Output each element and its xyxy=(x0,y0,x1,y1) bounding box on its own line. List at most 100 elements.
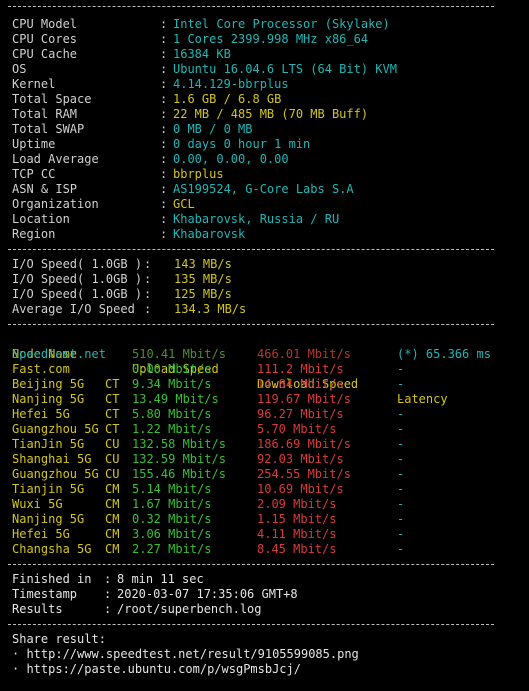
speed-latency: - xyxy=(397,512,405,526)
sysinfo-value: GCL xyxy=(173,197,195,211)
speed-node-name: Fast.com xyxy=(12,362,70,376)
sysinfo-value: bbrplus xyxy=(173,167,224,181)
speed-upload: 0.00 Mbit/s xyxy=(132,362,212,376)
header-download-speed: Download Speed xyxy=(257,377,359,391)
separator xyxy=(8,624,494,625)
sysinfo-key: Region xyxy=(12,227,56,241)
speed-latency: - xyxy=(397,542,405,556)
sysinfo-colon: : xyxy=(160,47,168,61)
sysinfo-colon: : xyxy=(160,212,168,226)
finish-value: 8 min 11 sec xyxy=(117,572,204,586)
sysinfo-key: Total RAM xyxy=(12,107,78,121)
speed-node-name: Hefei 5G xyxy=(12,527,70,541)
speed-isp: CM xyxy=(105,527,120,541)
speed-download: 186.69 Mbit/s xyxy=(257,437,351,451)
sysinfo-key: Location xyxy=(12,212,70,226)
sysinfo-colon: : xyxy=(160,197,168,211)
sysinfo-colon: : xyxy=(160,137,168,151)
speed-isp: CT xyxy=(105,422,120,436)
sysinfo-value: Khabarovsk, Russia / RU xyxy=(173,212,340,226)
sysinfo-colon: : xyxy=(160,17,168,31)
sysinfo-value: 22 MB / 485 MB (70 MB Buff) xyxy=(173,107,369,121)
sysinfo-key: CPU Cache xyxy=(12,47,78,61)
speed-upload: 9.34 Mbit/s xyxy=(132,377,212,391)
sysinfo-key: CPU Cores xyxy=(12,32,78,46)
finish-key: Finished in xyxy=(12,572,92,586)
header-upload-speed: Upload Speed xyxy=(132,362,219,376)
share-link[interactable]: · https://paste.ubuntu.com/p/wsgPmsbJcj/ xyxy=(12,662,301,676)
speed-isp: CT xyxy=(105,392,120,406)
finish-value: 2020-03-07 17:35:06 GMT+8 xyxy=(117,587,298,601)
sysinfo-key: Organization xyxy=(12,197,99,211)
finish-colon: : xyxy=(104,572,112,586)
io-colon: : xyxy=(144,257,152,271)
sysinfo-value: Ubuntu 16.04.6 LTS (64 Bit) KVM xyxy=(173,62,397,76)
speed-node-name: Beijing 5G xyxy=(12,377,85,391)
sysinfo-value: 0 MB / 0 MB xyxy=(173,122,253,136)
speed-node-name: Wuxi 5G xyxy=(12,497,63,511)
speed-latency: - xyxy=(397,362,405,376)
sysinfo-value: 1.6 GB / 6.8 GB xyxy=(173,92,282,106)
speed-download: 96.27 Mbit/s xyxy=(257,407,344,421)
speed-download: 1.15 Mbit/s xyxy=(257,512,337,526)
speed-upload: 132.58 Mbit/s xyxy=(132,437,226,451)
speed-isp: CM xyxy=(105,542,120,556)
io-colon: : xyxy=(144,302,152,316)
io-value: 143 MB/s xyxy=(174,257,232,271)
sysinfo-colon: : xyxy=(160,167,168,181)
sysinfo-value: 16384 KB xyxy=(173,47,231,61)
speed-node-name: Changsha 5G xyxy=(12,542,92,556)
speed-upload: 510.41 Mbit/s xyxy=(132,347,226,361)
share-link[interactable]: · http://www.speedtest.net/result/910559… xyxy=(12,647,359,661)
header-latency: Latency xyxy=(397,392,448,406)
speed-isp: CM xyxy=(105,512,120,526)
speed-latency: - xyxy=(397,467,405,481)
speed-download: 8.45 Mbit/s xyxy=(257,542,337,556)
speed-latency: - xyxy=(397,392,405,406)
speed-latency: - xyxy=(397,377,405,391)
io-value: 125 MB/s xyxy=(174,287,232,301)
speed-latency: - xyxy=(397,482,405,496)
speed-table-header: Node Name Upload Speed Download Speed La… xyxy=(12,332,448,406)
sysinfo-colon: : xyxy=(160,152,168,166)
speed-latency: (*) 65.366 ms xyxy=(397,347,491,361)
separator xyxy=(8,249,494,250)
speed-isp: CU xyxy=(105,452,120,466)
speed-download: 14.84 Mbit/s xyxy=(257,377,344,391)
speed-isp: CT xyxy=(105,377,120,391)
speed-download: 119.67 Mbit/s xyxy=(257,392,351,406)
speed-upload: 3.06 Mbit/s xyxy=(132,527,212,541)
speed-latency: - xyxy=(397,527,405,541)
speed-download: 10.69 Mbit/s xyxy=(257,482,344,496)
speed-isp: CT xyxy=(105,407,120,421)
top-fragment-line: · · · · · · · · · · · · · · · · · · · · … xyxy=(8,0,427,3)
sysinfo-colon: : xyxy=(160,227,168,241)
speed-latency: - xyxy=(397,407,405,421)
speed-download: 254.55 Mbit/s xyxy=(257,467,351,481)
speed-download: 2.09 Mbit/s xyxy=(257,497,337,511)
speed-upload: 155.46 Mbit/s xyxy=(132,467,226,481)
io-value: 135 MB/s xyxy=(174,272,232,286)
io-key: I/O Speed( 1.0GB ) xyxy=(12,257,143,271)
sysinfo-colon: : xyxy=(160,32,168,46)
finish-colon: : xyxy=(104,587,112,601)
sysinfo-key: Total Space xyxy=(12,92,92,106)
io-colon: : xyxy=(144,287,152,301)
speed-node-name: Hefei 5G xyxy=(12,407,70,421)
sysinfo-colon: : xyxy=(160,107,168,121)
sysinfo-value: 0 days 0 hour 1 min xyxy=(173,137,311,151)
sysinfo-key: Kernel xyxy=(12,77,56,91)
speed-isp: CU xyxy=(105,467,120,481)
sysinfo-colon: : xyxy=(160,62,168,76)
speed-node-name: Guangzhou 5G xyxy=(12,467,99,481)
speed-latency: - xyxy=(397,497,405,511)
sysinfo-value: Khabarovsk xyxy=(173,227,246,241)
speed-download: 4.11 Mbit/s xyxy=(257,527,337,541)
speed-upload: 5.14 Mbit/s xyxy=(132,482,212,496)
speed-isp: CM xyxy=(105,497,120,511)
io-value: 134.3 MB/s xyxy=(174,302,247,316)
speed-download: 111.2 Mbit/s xyxy=(257,362,344,376)
speed-download: 5.70 Mbit/s xyxy=(257,422,337,436)
finish-key: Timestamp xyxy=(12,587,78,601)
io-colon: : xyxy=(144,272,152,286)
